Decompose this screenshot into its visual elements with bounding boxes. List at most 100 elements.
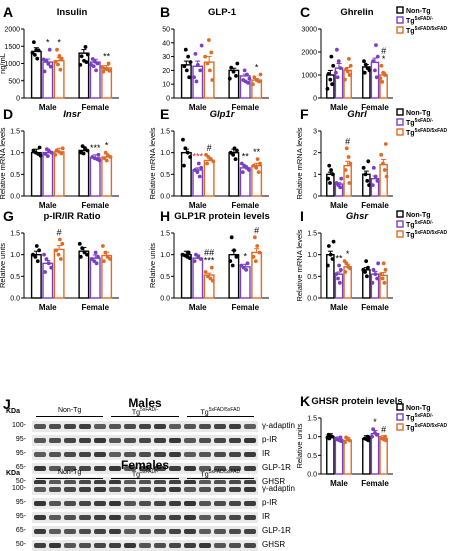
data-point bbox=[94, 261, 99, 266]
data-point bbox=[347, 73, 352, 77]
protein-band bbox=[123, 515, 136, 520]
data-point bbox=[348, 63, 353, 68]
data-point bbox=[184, 68, 189, 73]
data-point bbox=[49, 265, 54, 270]
bar bbox=[251, 251, 263, 299]
protein-band bbox=[214, 515, 227, 520]
y-axis-label: Relative units bbox=[148, 243, 157, 288]
protein-band bbox=[108, 438, 121, 443]
data-point bbox=[187, 75, 192, 80]
data-point bbox=[371, 165, 376, 170]
panel-title: Glp1r bbox=[210, 109, 236, 120]
blot-strip bbox=[32, 484, 258, 495]
data-point bbox=[195, 170, 200, 175]
protein-band bbox=[78, 515, 91, 520]
data-point bbox=[94, 68, 99, 73]
data-point bbox=[334, 47, 339, 52]
bar bbox=[326, 435, 335, 475]
significance-mark: *** bbox=[90, 143, 101, 153]
y-tick-label: 1.5 bbox=[10, 231, 20, 238]
data-point bbox=[344, 261, 349, 266]
y-tick-label: 0.5 bbox=[160, 172, 170, 179]
protein-band bbox=[108, 515, 121, 520]
mw-marker: 95- bbox=[15, 450, 26, 457]
protein-band bbox=[199, 424, 212, 429]
data-point bbox=[362, 59, 366, 64]
protein-band bbox=[244, 543, 257, 548]
protein-band bbox=[199, 487, 212, 492]
protein-band bbox=[169, 487, 182, 492]
data-point bbox=[104, 158, 109, 163]
mw-marker: 95- bbox=[15, 499, 26, 506]
protein-band bbox=[48, 438, 61, 443]
data-point bbox=[60, 241, 65, 246]
data-point bbox=[382, 280, 387, 285]
y-tick-label: 1.5 bbox=[307, 416, 317, 423]
protein-band bbox=[169, 438, 182, 443]
data-point bbox=[244, 267, 249, 272]
data-point bbox=[379, 152, 384, 157]
lane-group-label: Tg5xFAD/5xFAD bbox=[200, 407, 241, 417]
data-point bbox=[42, 252, 46, 257]
legend-label: Non-Tg bbox=[406, 405, 431, 412]
legend-label: Non-Tg bbox=[406, 110, 431, 117]
protein-band bbox=[123, 452, 136, 457]
data-point bbox=[363, 172, 368, 177]
protein-band bbox=[184, 543, 197, 548]
protein-band bbox=[93, 452, 106, 457]
x-category-label: Female bbox=[231, 201, 259, 210]
protein-band bbox=[169, 466, 182, 471]
protein-band bbox=[214, 529, 227, 534]
data-point bbox=[370, 183, 375, 188]
protein-band bbox=[184, 487, 197, 492]
protein-band bbox=[229, 466, 242, 471]
x-category-label: Male bbox=[39, 303, 57, 312]
protein-band bbox=[123, 424, 136, 429]
x-category-label: Male bbox=[189, 201, 207, 210]
data-point bbox=[235, 148, 239, 153]
legend-label: Non-Tg bbox=[406, 212, 431, 219]
data-point bbox=[347, 181, 352, 185]
data-point bbox=[326, 176, 331, 181]
data-point bbox=[185, 150, 190, 155]
y-tick-label: 50 bbox=[162, 27, 170, 34]
legend-swatch bbox=[396, 118, 404, 126]
data-point bbox=[101, 259, 106, 264]
y-axis-label: Relative units bbox=[0, 243, 7, 288]
data-point bbox=[251, 82, 255, 87]
bar bbox=[53, 248, 65, 299]
data-point bbox=[363, 62, 368, 67]
panel-letter: J bbox=[3, 396, 11, 412]
data-point bbox=[329, 168, 333, 172]
data-point bbox=[338, 185, 343, 190]
significance-mark: # bbox=[345, 136, 350, 146]
data-point bbox=[103, 150, 108, 155]
data-point bbox=[380, 80, 385, 84]
data-point bbox=[336, 59, 341, 64]
blot-section-title: Males bbox=[128, 396, 162, 410]
panel-title: GLP1R protein levels bbox=[174, 211, 270, 222]
data-point bbox=[203, 270, 208, 274]
protein-band bbox=[214, 438, 227, 443]
y-tick-label: 1500 bbox=[4, 44, 20, 51]
data-point bbox=[339, 439, 344, 444]
protein-band bbox=[63, 487, 76, 492]
data-point bbox=[374, 43, 378, 47]
protein-band bbox=[244, 515, 257, 520]
data-point bbox=[328, 181, 332, 185]
data-point bbox=[59, 151, 64, 156]
data-point bbox=[246, 80, 250, 85]
protein-band bbox=[63, 529, 76, 534]
significance-mark: ** bbox=[253, 147, 261, 157]
protein-band bbox=[154, 529, 167, 534]
protein-band bbox=[138, 487, 152, 492]
data-point bbox=[183, 47, 188, 52]
data-point bbox=[233, 157, 238, 162]
data-point bbox=[106, 61, 111, 66]
protein-band bbox=[93, 529, 106, 534]
y-axis-label: Relative mRNA levels bbox=[295, 127, 304, 199]
significance-mark: * bbox=[255, 63, 259, 73]
data-point bbox=[31, 40, 36, 45]
